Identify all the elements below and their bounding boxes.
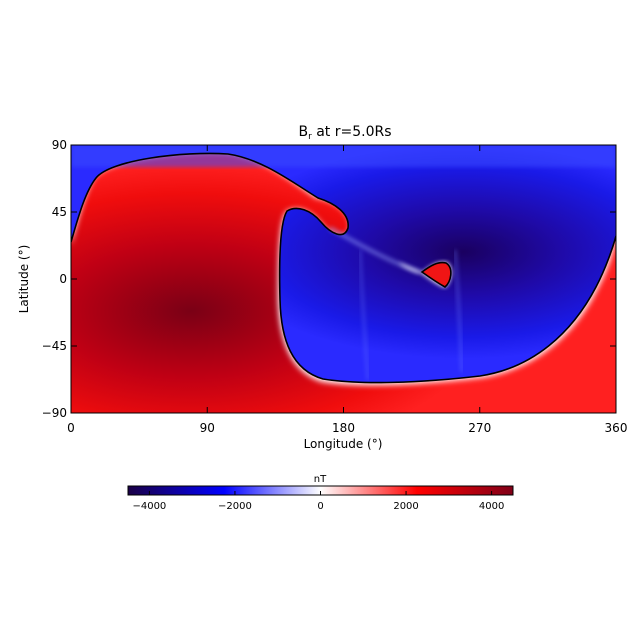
colorbar-ticks: −4000 −2000 0 2000 4000 xyxy=(132,491,504,512)
x-axis: 0 90 180 270 360 xyxy=(67,145,627,435)
field-streak xyxy=(453,249,464,373)
colorbar-tick-label: 2000 xyxy=(393,501,418,512)
negative-field-region xyxy=(71,145,616,383)
colorbar-tick-label: −2000 xyxy=(218,501,252,512)
y-tick-label: 0 xyxy=(59,272,67,286)
x-tick-label: 90 xyxy=(200,421,215,435)
y-tick-label: 90 xyxy=(52,138,67,152)
colorbar-label: nT xyxy=(314,474,327,485)
x-tick-label: 360 xyxy=(605,421,628,435)
y-tick-label: −45 xyxy=(42,339,67,353)
y-axis: 90 45 0 −45 −90 xyxy=(42,138,616,420)
neutral-line-contour xyxy=(71,152,616,384)
y-tick-label: 45 xyxy=(52,205,67,219)
x-axis-label: Longitude (°) xyxy=(304,437,383,451)
colorbar-tick-label: 0 xyxy=(317,501,323,512)
y-tick-label: −90 xyxy=(42,406,67,420)
chart-title: Br at r=5.0Rs xyxy=(298,124,391,142)
x-tick-label: 270 xyxy=(468,421,491,435)
title-subscript: r xyxy=(308,132,312,142)
y-axis-label: Latitude (°) xyxy=(17,245,31,314)
colorbar-tick-label: 4000 xyxy=(479,501,504,512)
title-main: B xyxy=(298,124,308,140)
title-rest: at r=5.0Rs xyxy=(312,124,392,140)
positive-island xyxy=(420,261,452,288)
colorbar-tick-label: −4000 xyxy=(132,501,166,512)
colorbar: nT −4000 −2000 0 2000 4000 xyxy=(127,474,514,512)
heatmap-plot xyxy=(71,145,616,413)
x-tick-label: 0 xyxy=(67,421,75,435)
x-tick-label: 180 xyxy=(332,421,355,435)
field-streak xyxy=(358,249,370,381)
